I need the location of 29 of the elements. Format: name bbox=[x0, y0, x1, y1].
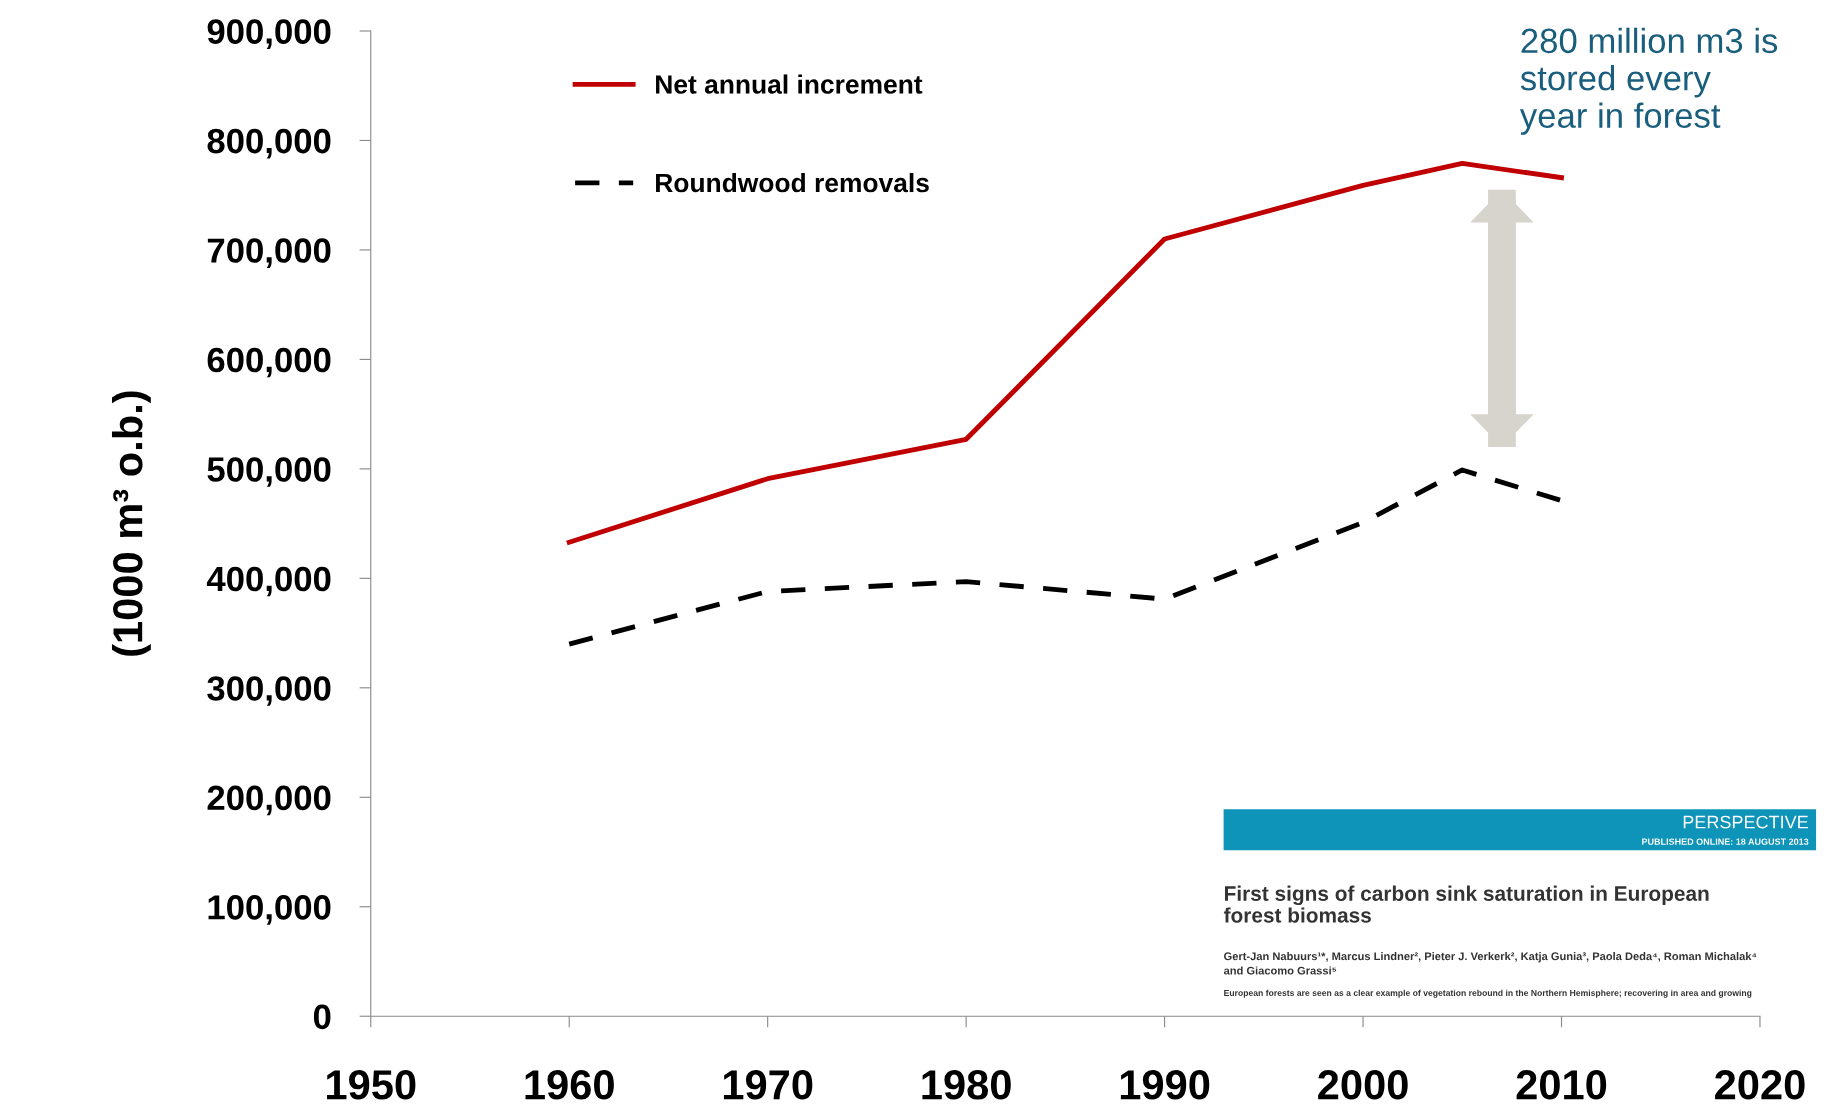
y-tick-label: 800,000 bbox=[207, 128, 331, 159]
y-tick-label: 400,000 bbox=[206, 566, 331, 597]
x-tick-label: 1950 bbox=[327, 1070, 416, 1100]
x-tick-label: 1970 bbox=[723, 1070, 813, 1100]
y-tick-label: 100,000 bbox=[208, 895, 331, 925]
x-tick-label: 1990 bbox=[1120, 1070, 1210, 1100]
annotation: PUBLISHED ONLINE: 18 AUGUST 2013 bbox=[1642, 838, 1809, 845]
x-tick-label: 2010 bbox=[1516, 1070, 1607, 1100]
y-tick-label: 0 bbox=[313, 1004, 331, 1030]
legend-label: Roundwood removals bbox=[656, 172, 929, 193]
y-tick-label: 300,000 bbox=[207, 676, 331, 706]
x-tick-label: 2000 bbox=[1318, 1070, 1408, 1100]
x-tick-label: 1960 bbox=[525, 1070, 614, 1100]
line-series bbox=[566, 161, 1564, 545]
annotation: 280 million m3 is stored every year in forest bbox=[1519, 27, 1778, 135]
annotation: PERSPECTIVE bbox=[1683, 815, 1808, 829]
x-tick-label: 1980 bbox=[922, 1070, 1011, 1100]
legend-label: Net annual increment bbox=[656, 74, 923, 94]
y-tick-label: 700,000 bbox=[207, 238, 331, 268]
annotation: Gert-Jan Nabuurs¹*, Marcus Lindner², Pieter J. Verkerk², Katja Gunia³, Paola Deda⁴, Roman Michalak⁴ and Giacomo Grassi⁵ bbox=[1223, 952, 1757, 975]
x-tick-label: 2020 bbox=[1715, 1070, 1805, 1100]
y-tick-label: 500,000 bbox=[207, 457, 331, 487]
y-axis-title: (1000 m³ o.b.) bbox=[111, 391, 151, 656]
line-series bbox=[566, 467, 1564, 647]
annotation: European forests are seen as a clear example of vegetation rebound in the Northern Hemisphere; recovering in area and growing bbox=[1224, 989, 1752, 998]
annotation: First signs of carbon sink saturation in European forest biomass bbox=[1223, 885, 1709, 923]
y-tick-label: 900,000 bbox=[207, 19, 331, 49]
y-tick-label: 600,000 bbox=[207, 347, 331, 378]
y-tick-label: 200,000 bbox=[207, 785, 331, 816]
